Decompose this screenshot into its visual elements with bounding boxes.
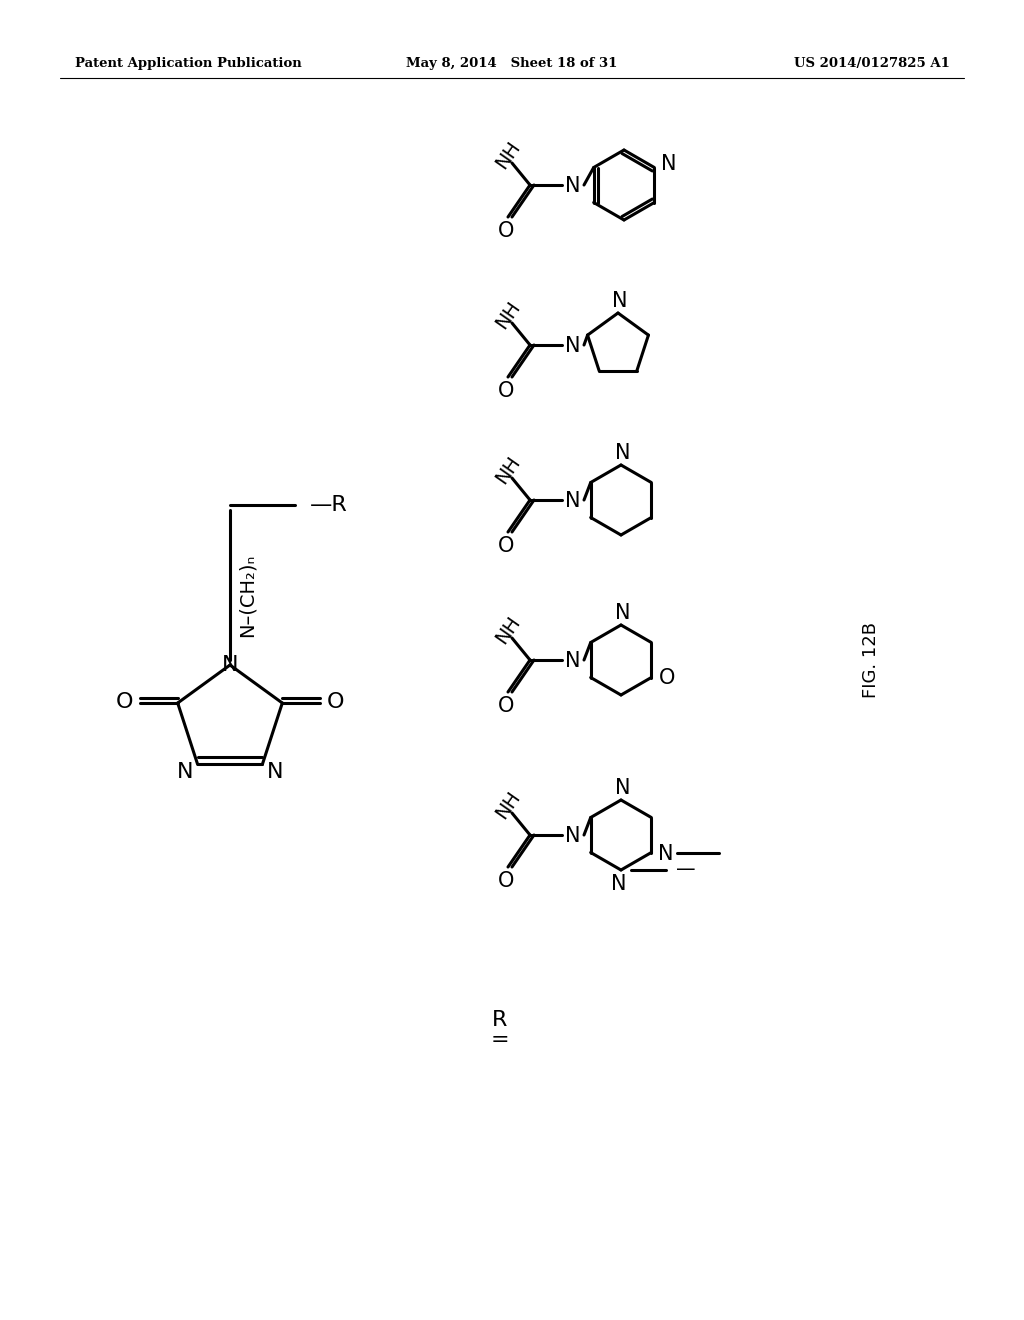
Text: R: R bbox=[493, 1010, 508, 1030]
Text: NH: NH bbox=[492, 453, 524, 487]
Text: O: O bbox=[498, 871, 514, 891]
Text: FIG. 12B: FIG. 12B bbox=[862, 622, 880, 698]
Text: O: O bbox=[659, 668, 676, 689]
Text: =: = bbox=[490, 1030, 509, 1049]
Text: N: N bbox=[657, 843, 673, 863]
Text: N: N bbox=[612, 290, 628, 312]
Text: N: N bbox=[611, 874, 627, 894]
Text: O: O bbox=[327, 692, 344, 711]
Text: N: N bbox=[565, 651, 581, 671]
Text: O: O bbox=[498, 536, 514, 556]
Text: N: N bbox=[222, 655, 239, 675]
Text: N: N bbox=[660, 154, 676, 174]
Text: O: O bbox=[498, 220, 514, 242]
Text: N: N bbox=[615, 603, 631, 623]
Text: N: N bbox=[565, 826, 581, 846]
Text: May 8, 2014   Sheet 18 of 31: May 8, 2014 Sheet 18 of 31 bbox=[407, 57, 617, 70]
Text: —R: —R bbox=[310, 495, 348, 515]
Text: Patent Application Publication: Patent Application Publication bbox=[75, 57, 302, 70]
Text: NH: NH bbox=[492, 788, 524, 822]
Text: N: N bbox=[615, 444, 631, 463]
Text: NH: NH bbox=[492, 298, 524, 333]
Text: O: O bbox=[116, 692, 133, 711]
Text: N: N bbox=[565, 176, 581, 195]
Text: N: N bbox=[267, 763, 284, 783]
Text: N–(CH₂)ₙ: N–(CH₂)ₙ bbox=[238, 553, 257, 636]
Text: O: O bbox=[498, 381, 514, 401]
Text: NH: NH bbox=[492, 137, 524, 173]
Text: NH: NH bbox=[492, 612, 524, 647]
Text: —: — bbox=[676, 861, 696, 879]
Text: N: N bbox=[565, 337, 581, 356]
Text: N: N bbox=[615, 777, 631, 799]
Text: O: O bbox=[498, 696, 514, 715]
Text: N: N bbox=[565, 491, 581, 511]
Text: N: N bbox=[176, 763, 193, 783]
Text: US 2014/0127825 A1: US 2014/0127825 A1 bbox=[795, 57, 950, 70]
